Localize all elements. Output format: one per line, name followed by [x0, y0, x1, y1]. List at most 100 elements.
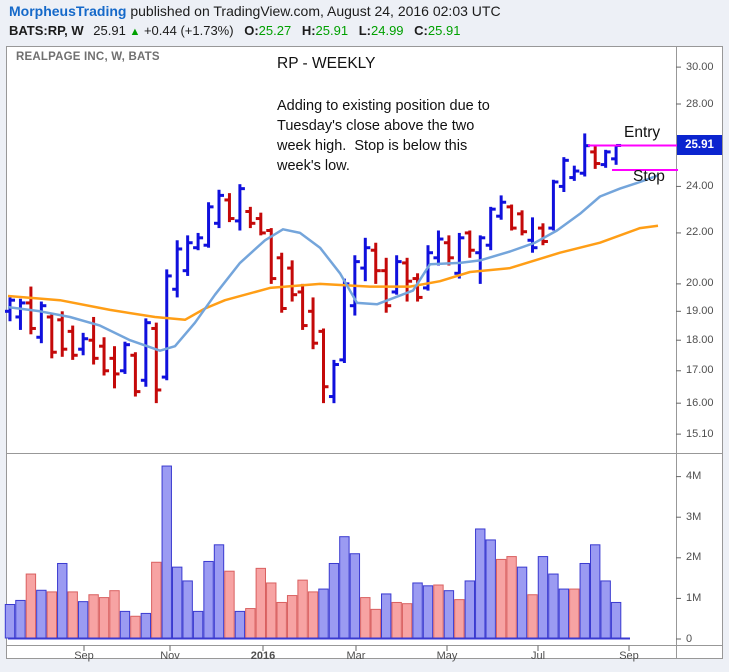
- volume-bar: [88, 594, 99, 639]
- volume-bar: [360, 597, 371, 639]
- price-tick-label[interactable]: 24.00: [686, 179, 714, 192]
- volume-bar: [579, 562, 590, 639]
- price-bar: [151, 322, 162, 404]
- volume-bar: [370, 608, 381, 639]
- low-label: L:: [358, 23, 371, 38]
- symbol-label: BATS:RP, W: [9, 23, 84, 38]
- price-bar: [496, 195, 507, 220]
- volume-bar: [349, 553, 361, 639]
- volume-bar: [119, 610, 131, 639]
- volume-bar: [610, 601, 622, 639]
- volume-bar: [15, 599, 26, 639]
- price-bar: [67, 325, 78, 360]
- price-bar: [433, 230, 444, 266]
- volume-bar: [46, 591, 57, 639]
- volume-bar: [130, 615, 141, 639]
- time-tick-label[interactable]: Mar: [346, 650, 366, 662]
- volume-bar: [224, 570, 235, 639]
- price-tick-label[interactable]: 17.00: [686, 364, 714, 377]
- price-bar: [36, 301, 47, 344]
- volume-tick-label[interactable]: 4M: [686, 470, 702, 483]
- stop-label[interactable]: Stop: [633, 168, 665, 185]
- price-bar: [57, 311, 68, 357]
- close-label: C:: [414, 23, 428, 38]
- axis-ticks: [83, 66, 681, 651]
- price-tick-label[interactable]: 20.00: [686, 277, 714, 290]
- price-tick-label[interactable]: 15.10: [686, 427, 714, 440]
- price-bar: [99, 337, 110, 376]
- ma-fast-line[interactable]: [7, 174, 659, 352]
- entry-label[interactable]: Entry: [624, 124, 661, 141]
- volume-bar: [475, 528, 486, 639]
- price-tick-label[interactable]: 22.00: [686, 226, 714, 239]
- price-bar: [78, 332, 89, 356]
- volume-bar: [245, 608, 256, 639]
- open-value: 25.27: [258, 23, 292, 38]
- price-tick-label[interactable]: 28.00: [686, 97, 714, 110]
- volume-bar: [4, 603, 16, 639]
- volume-bar: [495, 558, 507, 639]
- price-tick-label[interactable]: 16.00: [686, 396, 714, 409]
- price-bar: [443, 235, 454, 266]
- price-bar: [360, 237, 371, 282]
- price-bar: [569, 165, 580, 181]
- price-bar: [224, 193, 235, 223]
- price-bar: [590, 145, 601, 169]
- volume-tick-label[interactable]: 3M: [686, 510, 702, 523]
- entry-stop-lines[interactable]: [588, 144, 681, 171]
- volume-bar: [77, 601, 89, 639]
- volume-bar: [266, 582, 277, 639]
- price-bar: [527, 217, 538, 253]
- volume-bars[interactable]: [4, 465, 630, 640]
- volume-bar: [454, 599, 465, 639]
- volume-bar: [569, 588, 580, 639]
- time-tick-label[interactable]: May: [436, 650, 458, 662]
- price-bar: [5, 297, 15, 322]
- price-tick-label[interactable]: 19.00: [686, 304, 714, 317]
- volume-bar: [182, 580, 193, 639]
- volume-tick-label[interactable]: 1M: [686, 591, 702, 604]
- time-tick-label[interactable]: Sep: [74, 650, 94, 662]
- price-bar: [140, 318, 151, 387]
- volume-tick-label[interactable]: 2M: [686, 551, 702, 564]
- ma-slow-line[interactable]: [7, 224, 659, 322]
- price-bar: [402, 257, 413, 302]
- price-bar: [558, 157, 569, 193]
- volume-bar: [286, 595, 298, 639]
- high-label: H:: [301, 23, 316, 38]
- volume-bar: [464, 580, 476, 639]
- volume-bar: [276, 601, 287, 639]
- brand-link[interactable]: MorpheusTrading: [9, 3, 127, 19]
- price-bar: [182, 235, 193, 276]
- time-tick-label[interactable]: Jul: [530, 650, 546, 662]
- volume-bar: [140, 612, 152, 639]
- volume-bar: [527, 594, 538, 639]
- volume-bar: [433, 584, 444, 639]
- price-bar: [517, 210, 528, 236]
- volume-bar: [213, 544, 225, 639]
- ohlc-bars[interactable]: [5, 133, 622, 404]
- publish-header: MorpheusTrading published on TradingView…: [9, 3, 501, 19]
- moving-averages[interactable]: [7, 174, 659, 352]
- volume-bar: [192, 610, 204, 639]
- volume-bar: [203, 560, 214, 639]
- price-tick-label[interactable]: 18.00: [686, 333, 714, 346]
- volume-bar: [36, 589, 47, 639]
- price-bar: [276, 252, 287, 313]
- volume-bar: [412, 582, 423, 639]
- time-tick-label[interactable]: 2016: [250, 650, 276, 662]
- time-tick-label[interactable]: Sep: [619, 650, 639, 662]
- volume-bar: [506, 556, 517, 639]
- price-tick-label[interactable]: 30.00: [686, 60, 714, 73]
- volume-bar: [381, 593, 392, 639]
- time-tick-label[interactable]: Nov: [160, 650, 180, 662]
- volume-tick-label[interactable]: 0: [686, 632, 693, 645]
- price-bar: [214, 189, 224, 229]
- price-bar: [506, 204, 517, 231]
- last-price: 25.91: [93, 23, 126, 38]
- volume-bar: [67, 591, 78, 639]
- price-bar: [318, 328, 329, 404]
- volume-bar: [401, 603, 413, 639]
- price-bar: [255, 212, 266, 236]
